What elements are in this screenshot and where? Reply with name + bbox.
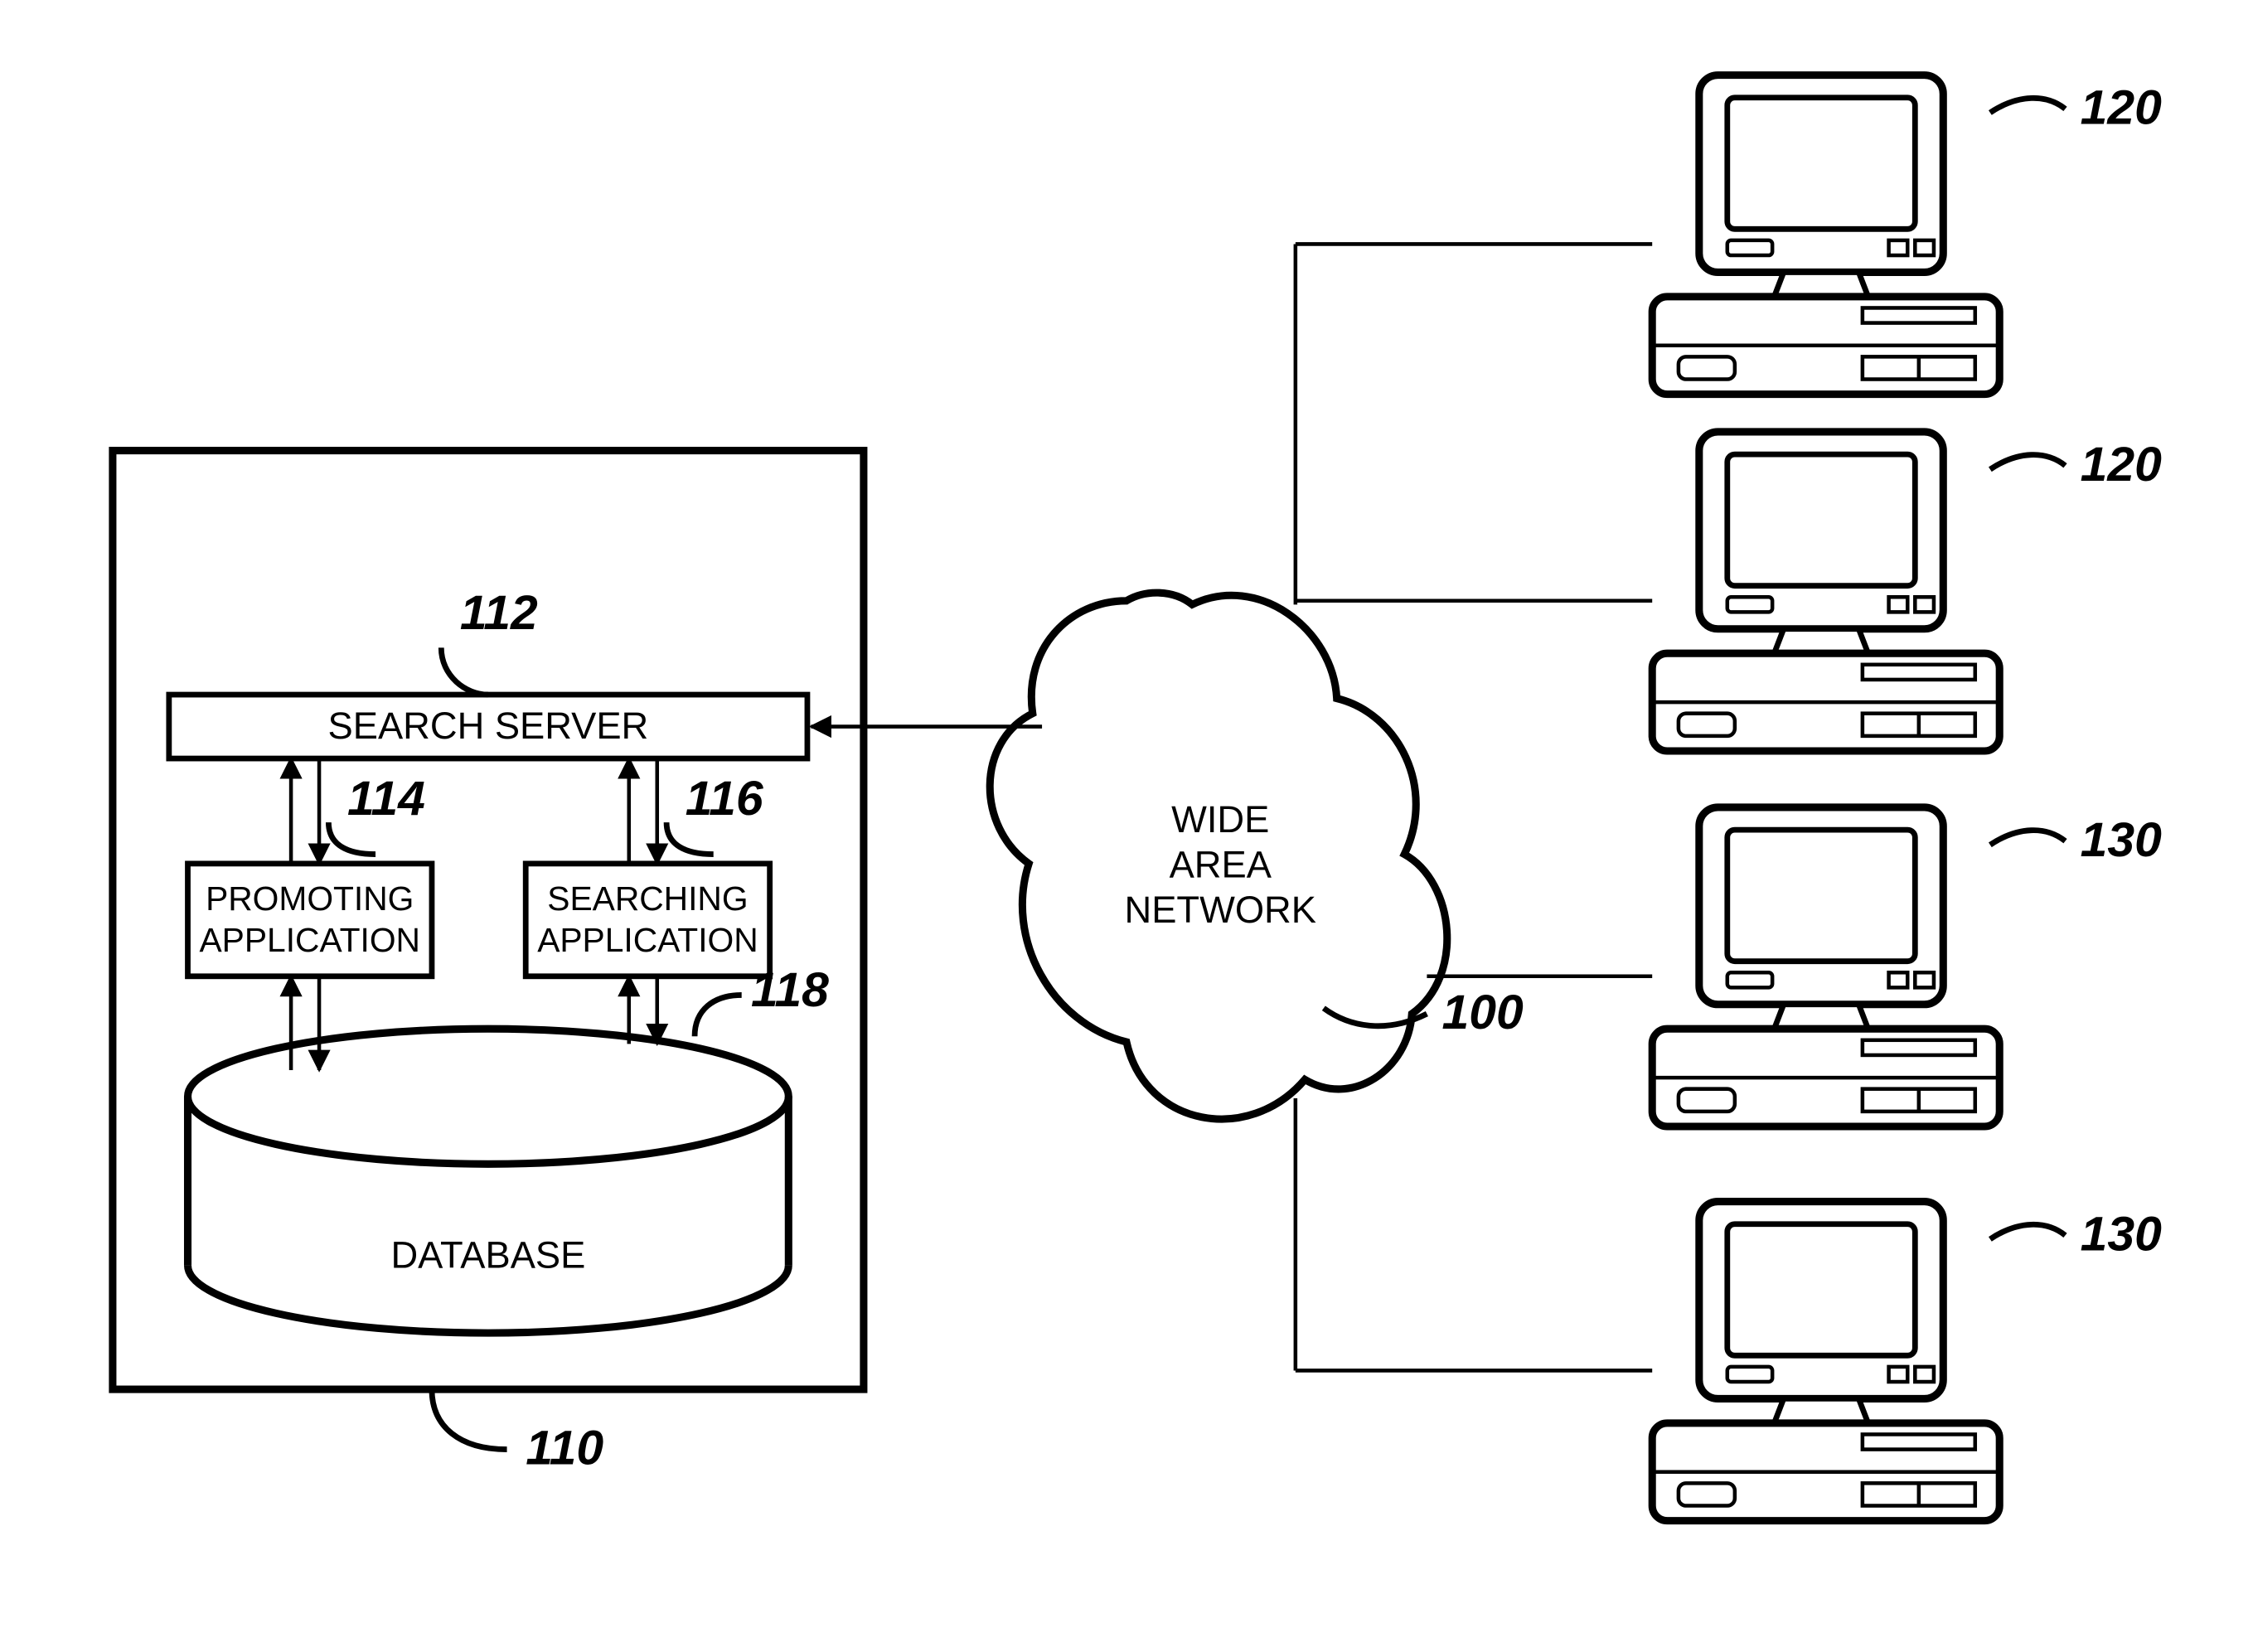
searching-app-line1: SEARCHING — [547, 879, 748, 918]
ref-110: 110 — [526, 1422, 603, 1475]
wan-label-1: WIDE — [1171, 798, 1269, 841]
search-server-label: SEARCH SERVER — [328, 705, 649, 747]
database-label: DATABASE — [390, 1234, 585, 1277]
database-icon — [188, 1029, 789, 1333]
diagram: 110 SEARCH SERVER 112 PROMOTING APPLICAT… — [0, 0, 2253, 1652]
client-3 — [1652, 807, 1999, 1126]
promoting-app-line1: PROMOTING — [206, 879, 414, 918]
ref-client-1: 120 — [2081, 80, 2162, 134]
ref-112: 112 — [460, 586, 538, 640]
ref-118: 118 — [751, 963, 829, 1017]
ref-client-4: 130 — [2081, 1207, 2162, 1261]
ref-114: 114 — [347, 772, 425, 826]
ref-client-2: 120 — [2081, 438, 2162, 492]
ref-100: 100 — [1442, 986, 1524, 1039]
client-4 — [1652, 1202, 1999, 1521]
ref-116: 116 — [686, 772, 764, 826]
ref-client-3: 130 — [2081, 813, 2162, 867]
searching-app-line2: APPLICATION — [537, 921, 758, 959]
wan-label-3: NETWORK — [1125, 889, 1316, 931]
client-2 — [1652, 432, 1999, 751]
promoting-app-line2: APPLICATION — [200, 921, 420, 959]
client-1 — [1652, 75, 1999, 395]
wan-label-2: AREA — [1170, 843, 1272, 885]
